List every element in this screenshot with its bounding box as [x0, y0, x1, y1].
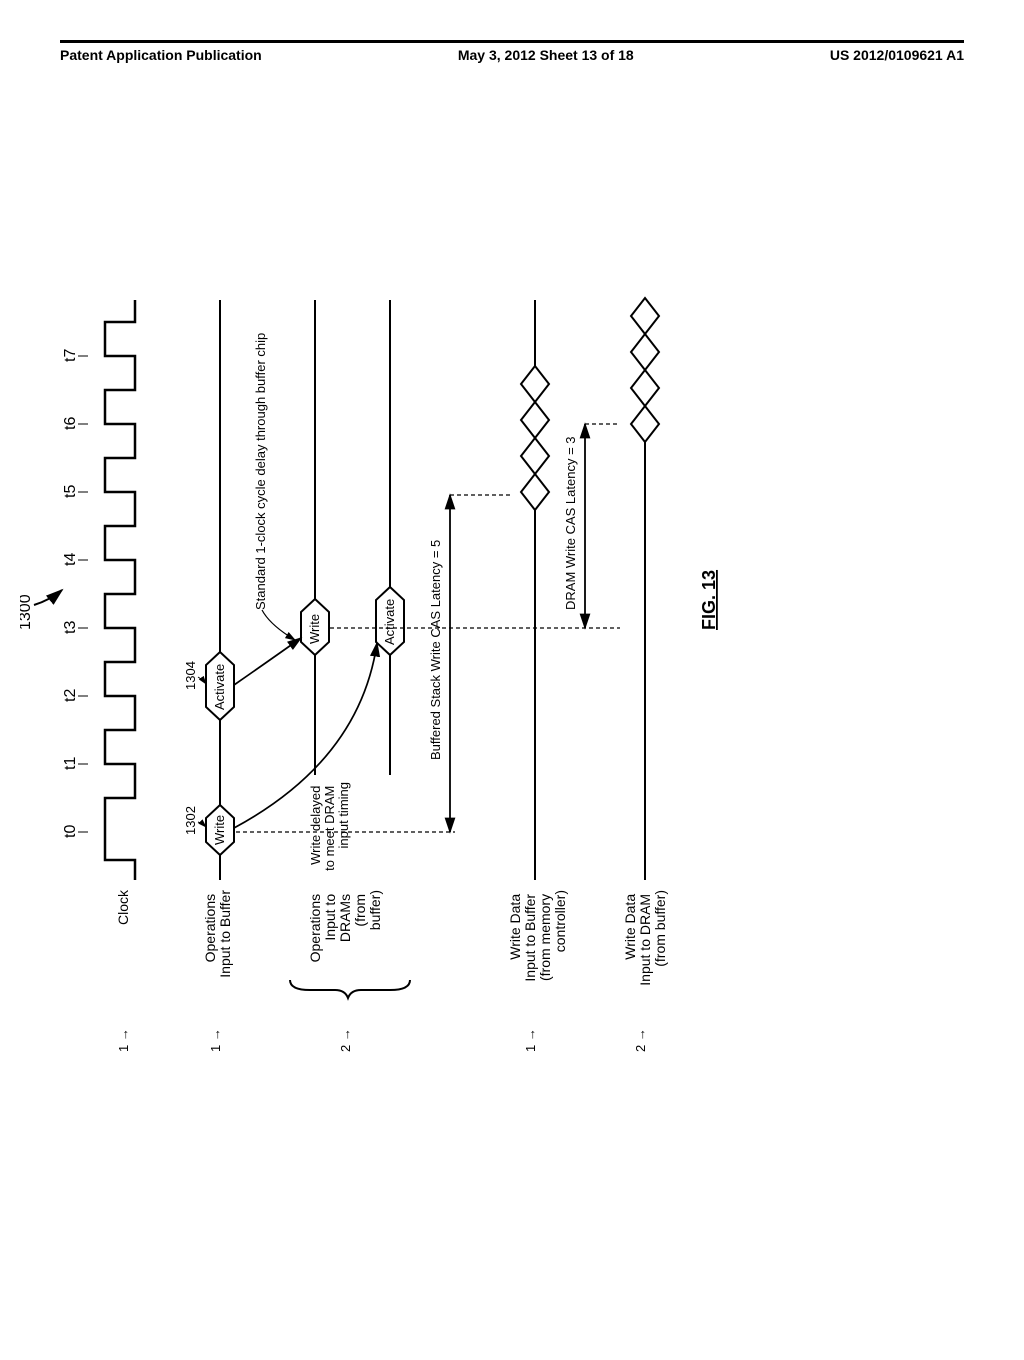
svg-text:t5: t5 [62, 485, 79, 498]
arrow-activate-to-write [234, 638, 301, 685]
ref-1304: 1304 [183, 661, 198, 690]
fig-caption: FIG. 13 [699, 570, 719, 630]
sig-ops-buf: Operations Input to Buffer [202, 890, 233, 978]
header-right: US 2012/0109621 A1 [830, 47, 964, 63]
clock-wave [105, 300, 135, 880]
fig-num: 1300 [20, 594, 34, 630]
sig-ops-dram: Operations Input to DRAMs (from buffer) [307, 890, 383, 962]
svg-text:t2: t2 [62, 689, 79, 702]
ref-1302: 1302 [183, 806, 198, 835]
svg-text:t0: t0 [62, 825, 79, 838]
idx-1b: 1 → [208, 1028, 223, 1052]
idx-1a: 1 → [116, 1028, 131, 1052]
header-left: Patent Application Publication [60, 47, 262, 63]
svg-text:t3: t3 [62, 621, 79, 634]
svg-text:t6: t6 [62, 417, 79, 430]
svg-text:t4: t4 [62, 553, 79, 566]
sig-wd-buf: Write Data Input to Buffer (from memory … [507, 890, 568, 982]
data-burst-2 [631, 298, 659, 442]
lat2-label: DRAM Write CAS Latency = 3 [563, 436, 578, 610]
sig-wd-dram: Write Data Input to DRAM (from buffer) [622, 890, 668, 986]
note-std-delay: Standard 1-clock cycle delay through buf… [253, 333, 268, 610]
lat1-label: Buffered Stack Write CAS Latency = 5 [428, 540, 443, 760]
idx-2a: 2 → [338, 1028, 353, 1052]
page-header: Patent Application Publication May 3, 20… [60, 40, 964, 63]
svg-text:Write: Write [307, 614, 322, 644]
idx-1c: 1 → [523, 1028, 538, 1052]
time-labels: t0 t1 t2 t3 t4 t5 t6 t7 [62, 349, 88, 838]
svg-text:Activate: Activate [212, 664, 227, 710]
idx-2b: 2 → [633, 1028, 648, 1052]
svg-text:Write: Write [212, 815, 227, 845]
timing-diagram: 1300 t0 t1 t2 t3 t4 t5 t6 t7 1 → Clock 1… [20, 340, 980, 1060]
note-write-delayed: Write delayed to meet DRAM input timing [308, 782, 351, 871]
brace-icon [290, 980, 410, 998]
data-burst-1 [521, 366, 549, 510]
svg-text:t7: t7 [62, 349, 79, 362]
header-center: May 3, 2012 Sheet 13 of 18 [458, 47, 634, 63]
svg-text:Activate: Activate [382, 599, 397, 645]
fig-num-arrow [34, 590, 62, 605]
sig-clock: Clock [115, 889, 131, 925]
svg-text:t1: t1 [62, 757, 79, 770]
